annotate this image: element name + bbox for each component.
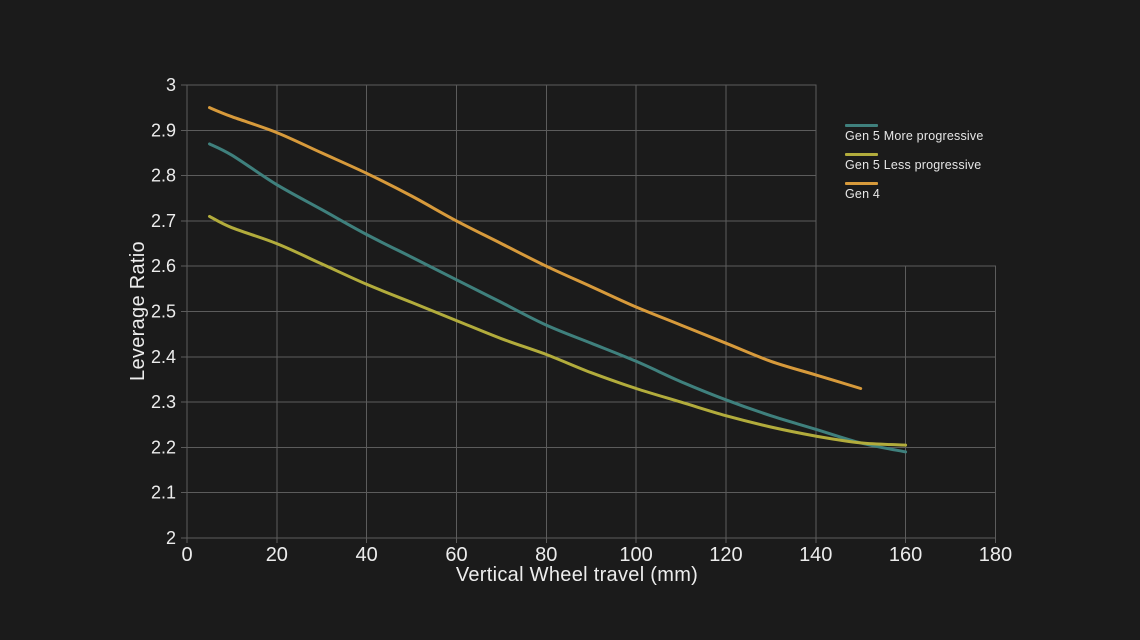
x-tick-label: 0 bbox=[181, 544, 192, 566]
series-line-gen-5-more-progressive bbox=[208, 142, 908, 454]
legend-swatch-gen-5-less-progressive bbox=[845, 153, 878, 156]
y-tick-label: 2.6 bbox=[151, 256, 176, 276]
x-axis-title: Vertical Wheel travel (mm) bbox=[455, 564, 699, 586]
x-tick-label: 140 bbox=[799, 544, 832, 566]
legend-swatch-gen-5-more-progressive bbox=[845, 124, 878, 127]
y-tick-label: 2.9 bbox=[151, 120, 176, 140]
y-axis-title: Leverage Ratio bbox=[127, 241, 149, 381]
series-line-gen-5-less-progressive bbox=[208, 214, 908, 447]
series-lines bbox=[208, 106, 908, 454]
legend: Gen 5 More progressive Gen 5 Less progres… bbox=[845, 124, 984, 211]
legend-item-gen-4: Gen 4 bbox=[845, 182, 984, 202]
y-tick-label: 2.3 bbox=[151, 392, 176, 412]
series-line-gen-4 bbox=[208, 106, 863, 390]
legend-label: Gen 5 Less progressive bbox=[845, 158, 982, 172]
x-tick-label: 100 bbox=[619, 544, 652, 566]
y-tick-label: 2.5 bbox=[151, 302, 176, 322]
x-tick-label: 60 bbox=[445, 544, 467, 566]
axis-tick-labels: 0 20 40 60 80 100 120 140 160 180 2 2.1 2.2 2.3 2.4 2.5… bbox=[151, 75, 1012, 566]
y-tick-label: 2.2 bbox=[151, 437, 176, 457]
legend-item-gen-5-less-progressive: Gen 5 Less progressive bbox=[845, 153, 984, 173]
y-tick-label: 3 bbox=[166, 75, 176, 95]
legend-background bbox=[816, 68, 1022, 266]
x-tick-label: 20 bbox=[266, 544, 288, 566]
x-tick-label: 160 bbox=[889, 544, 922, 566]
legend-item-gen-5-more-progressive: Gen 5 More progressive bbox=[845, 124, 984, 144]
x-tick-label: 180 bbox=[979, 544, 1012, 566]
legend-label: Gen 5 More progressive bbox=[845, 129, 984, 143]
x-tick-label: 120 bbox=[709, 544, 742, 566]
y-tick-label: 2.1 bbox=[151, 483, 176, 503]
y-tick-label: 2.7 bbox=[151, 211, 176, 231]
legend-label: Gen 4 bbox=[845, 187, 881, 201]
legend-swatch-gen-4 bbox=[845, 182, 878, 185]
y-tick-label: 2 bbox=[166, 528, 176, 548]
x-tick-label: 80 bbox=[535, 544, 557, 566]
x-tick-label: 40 bbox=[356, 544, 378, 566]
y-tick-label: 2.4 bbox=[151, 347, 176, 367]
y-tick-label: 2.8 bbox=[151, 166, 176, 186]
